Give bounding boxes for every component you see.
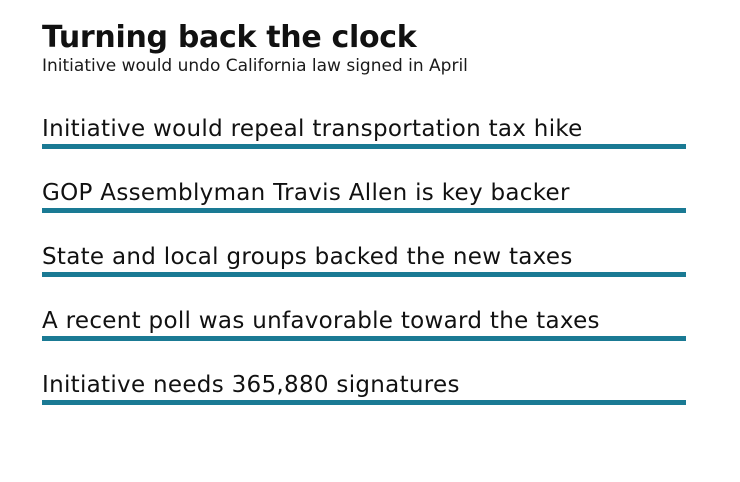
fact-divider — [42, 144, 686, 149]
fact-item: GOP Assemblyman Travis Allen is key back… — [42, 176, 686, 240]
fact-text: A recent poll was unfavorable toward the… — [42, 308, 600, 334]
fact-divider — [42, 400, 686, 405]
graphic-subtitle: Initiative would undo California law sig… — [42, 56, 468, 76]
fact-text: State and local groups backed the new ta… — [42, 244, 573, 270]
graphic-title: Turning back the clock — [42, 20, 417, 55]
fact-item: Initiative needs 365,880 signatures — [42, 368, 686, 432]
fact-divider — [42, 336, 686, 341]
fact-item: State and local groups backed the new ta… — [42, 240, 686, 304]
fact-text: GOP Assemblyman Travis Allen is key back… — [42, 180, 570, 206]
fact-text: Initiative needs 365,880 signatures — [42, 372, 460, 398]
graphic-header: Turning back the clock Initiative would … — [42, 20, 468, 76]
fact-text: Initiative would repeal transportation t… — [42, 116, 583, 142]
fact-divider — [42, 208, 686, 213]
fact-divider — [42, 272, 686, 277]
fact-item: A recent poll was unfavorable toward the… — [42, 304, 686, 368]
fact-list: Initiative would repeal transportation t… — [42, 112, 686, 432]
fact-item: Initiative would repeal transportation t… — [42, 112, 686, 176]
